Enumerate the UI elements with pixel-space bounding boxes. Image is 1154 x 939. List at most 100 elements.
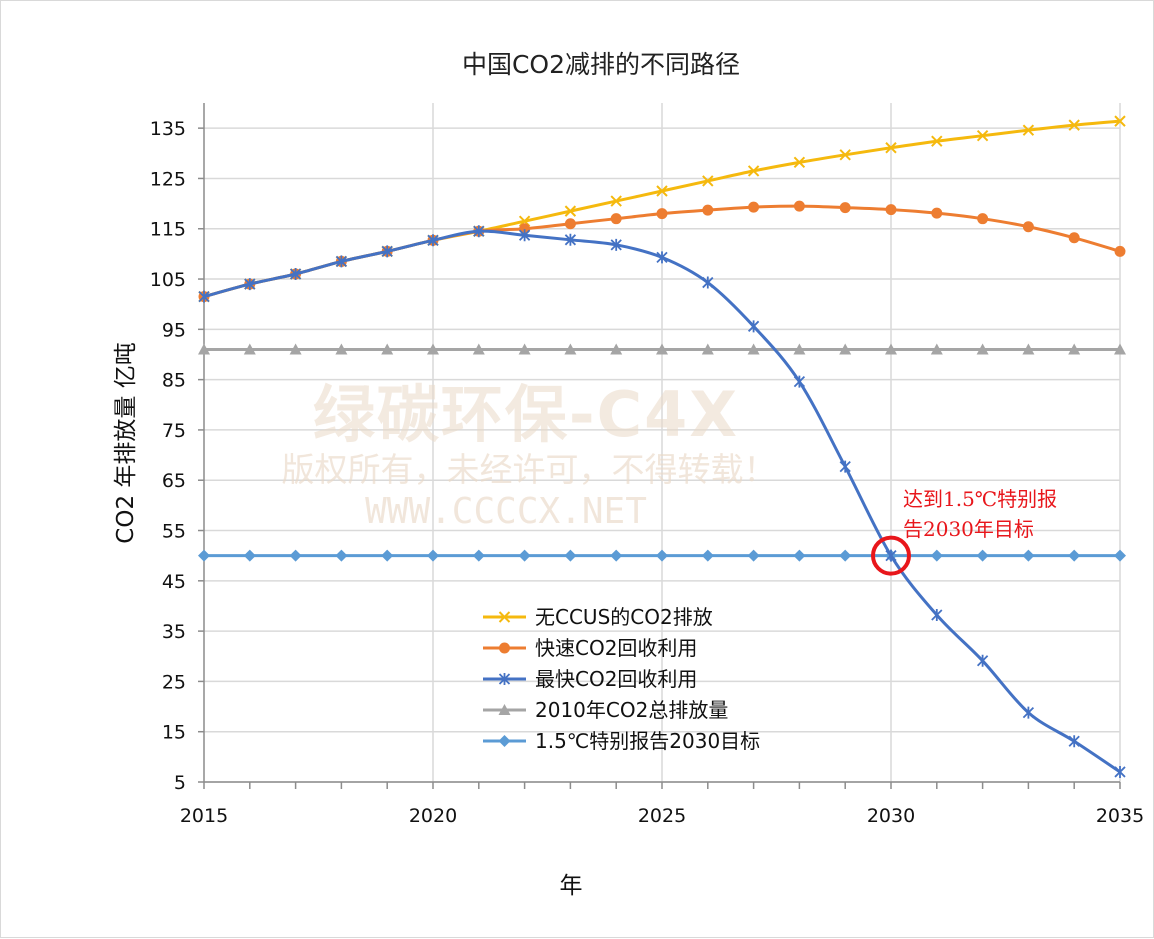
data-point [1068,735,1080,748]
data-point [610,195,622,207]
y-tick-label: 65 [162,470,186,492]
y-tick-label: 85 [162,370,186,392]
y-tick-label: 25 [162,671,186,693]
data-point [381,549,394,562]
data-point [564,205,577,217]
y-tick-label: 5 [174,772,186,794]
annotation: 达到1.5℃特别报 告2030年目标 [871,487,1057,576]
data-point [1114,115,1126,127]
legend-label: 无CCUS的CO2排放 [535,605,713,629]
data-point [977,213,989,225]
data-point [427,234,439,247]
data-point [930,343,943,355]
annotation-line2: 告2030年目标 [903,517,1034,541]
data-point [931,135,943,147]
series-4 [198,343,1126,355]
data-point [518,343,531,355]
data-point [656,208,668,220]
data-point [656,251,668,264]
data-point [793,343,806,355]
data-point [243,343,256,355]
data-point [289,343,302,355]
data-point [198,290,210,303]
data-point [518,229,531,242]
data-point [1068,232,1080,244]
y-tick-label: 15 [162,722,186,744]
x-tick-label: 2030 [867,805,915,827]
x-tick-label: 2020 [409,805,457,827]
data-point [976,654,989,667]
data-point [656,185,668,197]
data-point [839,460,851,473]
data-point [1114,245,1126,257]
legend-label: 2010年CO2总排放量 [535,698,728,722]
data-point [793,375,806,388]
data-point [1068,119,1080,131]
data-point [472,549,485,562]
data-point [748,201,760,213]
data-point [335,549,348,562]
data-point [610,549,623,562]
data-point [885,204,897,216]
y-axis-title: CO2 年排放量 亿吨 [113,342,139,543]
legend-label: 最快CO2回收利用 [535,667,697,691]
legend-marker [498,704,511,715]
data-point [656,549,668,562]
data-point [747,343,760,355]
data-point [1068,549,1081,562]
y-tick-label: 35 [162,621,186,643]
data-point [793,549,806,562]
data-point [243,549,256,562]
data-point [198,549,210,562]
y-tick-label: 55 [162,521,186,543]
data-point [930,549,943,562]
legend-marker [499,642,510,654]
data-point [976,129,989,142]
axes: 5 15 25 35 45 55 65 75 85 95 105 115 125 135 2015 2020 2… [150,103,1144,827]
grid [204,103,1121,783]
data-point [564,233,577,246]
series-5 [198,549,1126,562]
data-point [564,218,576,230]
data-point [610,238,622,251]
data-point [747,549,760,562]
legend-item: 1.5℃特别报告2030目标 [483,729,760,753]
data-point [473,225,485,238]
data-point [289,549,302,562]
data-point [427,549,439,562]
data-point [1114,343,1126,355]
y-tick-label: 125 [150,168,186,190]
data-point [702,276,714,289]
series-line [203,229,1121,774]
watermark-line1: 绿碳环保-C4X [313,378,739,451]
x-tick-label: 2015 [180,805,228,827]
data-point [1022,706,1035,719]
legend-item: 2010年CO2总排放量 [483,698,728,722]
data-point [1114,549,1126,562]
annotation-line1: 达到1.5℃特别报 [903,487,1057,511]
y-tick-label: 95 [162,319,186,341]
data-point [701,343,714,355]
data-point [1022,549,1035,562]
x-axis-title: 年 [560,873,583,899]
data-point [427,343,439,355]
legend-label: 1.5℃特别报告2030目标 [535,729,760,753]
data-point [793,200,805,212]
data-point [839,549,852,562]
data-point [839,149,851,161]
data-point [747,165,760,177]
y-tick-label: 135 [150,118,186,140]
data-point [381,245,393,258]
legend-label: 快速CO2回收利用 [535,636,697,660]
data-point [1068,343,1081,355]
y-tick-label: 45 [162,571,186,593]
data-point [702,175,714,187]
data-point [839,202,851,214]
series-3 [198,225,1126,778]
watermark: 绿碳环保-C4X 版权所有，未经许可，不得转载！ WWW.CCCCX.NET [282,378,777,532]
data-point [976,549,989,562]
data-point [472,343,485,355]
data-point [518,549,531,562]
